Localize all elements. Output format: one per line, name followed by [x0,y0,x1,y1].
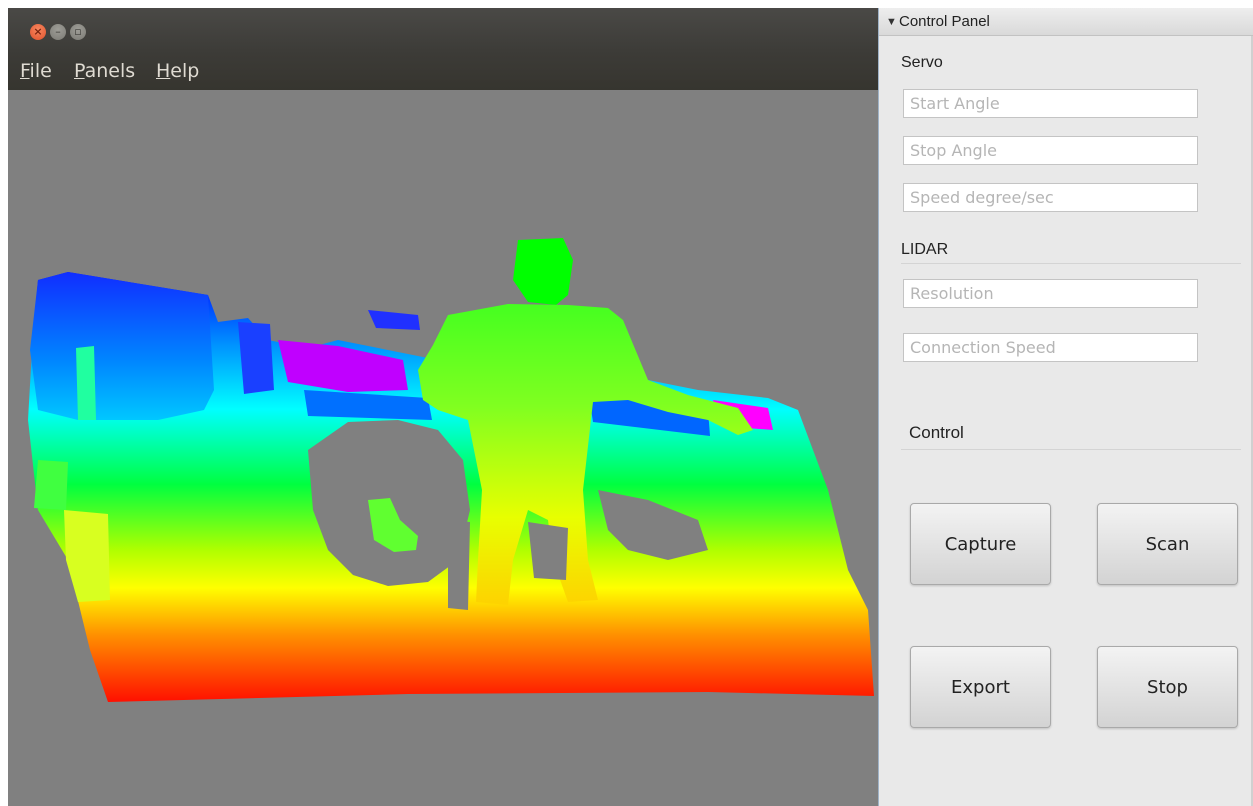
menu-panels-mnemonic: P [74,60,85,82]
servo-section-title: Servo [901,54,943,71]
collapse-triangle-icon[interactable]: ▼ [886,16,897,28]
connection-speed-input[interactable] [903,333,1198,362]
capture-button-label: Capture [944,533,1017,555]
control-section-title: Control [909,423,964,442]
point-cloud-viewport[interactable] [8,90,878,806]
stop-button-label: Stop [1147,676,1188,698]
control-panel-title: Control Panel [899,13,990,30]
menu-help-label: elp [170,60,200,82]
menu-file[interactable]: File [20,59,52,83]
scan-button[interactable]: Scan [1097,503,1238,585]
control-panel-header[interactable]: ▼ Control Panel [879,8,1253,36]
control-divider [901,449,1241,450]
title-bar: × – ▫ [8,8,878,54]
stop-angle-input[interactable] [903,136,1198,165]
close-icon[interactable]: × [30,24,46,40]
stop-button[interactable]: Stop [1097,646,1238,728]
panel-right-border [1251,36,1253,806]
control-panel: ▼ Control Panel Servo LIDAR Control Capt… [878,8,1253,806]
main-window: × – ▫ File Panels Help [8,8,878,806]
scan-button-label: Scan [1145,533,1190,555]
point-cloud-image [28,238,874,702]
export-button-label: Export [951,676,1010,698]
resolution-input[interactable] [903,279,1198,308]
menu-file-mnemonic: F [20,60,30,82]
lidar-section-title: LIDAR [901,241,949,258]
menu-panels-label: anels [84,60,136,82]
lidar-divider [901,263,1241,264]
menu-help-mnemonic: H [156,60,171,82]
menu-help[interactable]: Help [156,59,199,83]
menu-file-label: ile [29,60,52,82]
menu-panels[interactable]: Panels [74,59,135,83]
minimize-icon[interactable]: – [50,24,66,40]
start-angle-input[interactable] [903,89,1198,118]
maximize-icon[interactable]: ▫ [70,24,86,40]
speed-input[interactable] [903,183,1198,212]
export-button[interactable]: Export [910,646,1051,728]
menu-bar: File Panels Help [8,54,878,90]
capture-button[interactable]: Capture [910,503,1051,585]
